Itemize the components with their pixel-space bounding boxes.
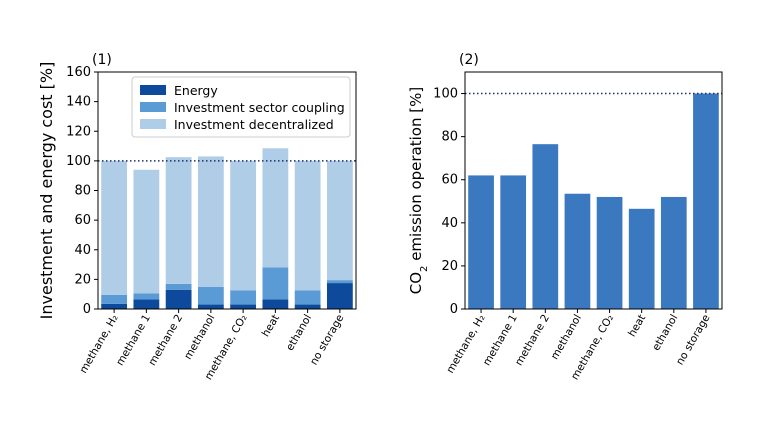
x-tick-label: methane, H₂	[444, 313, 487, 376]
bar-7	[660, 196, 687, 309]
bar-3-8	[326, 160, 353, 281]
x-tick-label: heat	[260, 313, 282, 340]
bar-2-4	[197, 286, 224, 305]
bar-2-7	[294, 290, 321, 305]
bar-1-4	[197, 304, 224, 309]
x-tick-label: no storage	[308, 313, 347, 368]
bar-1-8	[326, 283, 353, 309]
bar-5	[596, 196, 623, 309]
x-tick-label: methanol	[182, 313, 217, 362]
y-tick-label: 20	[441, 259, 458, 274]
bar-1-3	[165, 289, 192, 309]
panel-label: (1)	[92, 52, 112, 68]
x-tick-label: methane, H₂	[77, 313, 120, 376]
x-tick-label: ethanol	[284, 313, 314, 353]
legend-label: Investment sector coupling	[174, 100, 345, 115]
bar-1-7	[294, 304, 321, 309]
chart-panel-1: 0 20 40 60 80 100 120 140 160 methane, H₂ methane …	[37, 52, 357, 382]
bar-2-5	[230, 290, 257, 305]
bar-4	[564, 193, 591, 309]
bar-8	[693, 93, 719, 309]
x-tick-label: methanol	[549, 313, 584, 362]
bar-3-5	[230, 160, 257, 291]
bar-3	[532, 144, 559, 309]
y-tick-label: 160	[66, 65, 91, 80]
legend-label: Energy	[174, 83, 218, 98]
y-tick-label: 40	[74, 243, 91, 258]
y-axis-label-sub: 2	[419, 266, 430, 272]
bar-2-6	[262, 267, 289, 300]
legend-swatch	[140, 102, 166, 112]
y-tick-label: 80	[441, 130, 458, 145]
y-tick-label: 100	[66, 154, 91, 169]
bar-1-2	[133, 299, 160, 309]
x-tick-label: methane 2	[146, 313, 185, 368]
y-axis-label-main: CO	[407, 272, 425, 294]
bar-3-1	[101, 160, 128, 295]
legend: Energy Investment sector coupling Investme…	[131, 76, 351, 138]
bar-2-1	[101, 294, 128, 304]
y-axis-label: Investment and energy cost [%]	[37, 62, 56, 320]
y-tick-label: 100	[433, 87, 458, 102]
axes-frame	[464, 71, 723, 310]
y-tick-label: 0	[450, 302, 458, 317]
legend-box	[131, 76, 351, 138]
legend-swatch	[140, 119, 166, 129]
x-tick-label: ethanol	[650, 313, 680, 353]
bar-2-2	[133, 293, 160, 300]
y-tick-label: 0	[83, 302, 91, 317]
bar-1-5	[230, 304, 257, 309]
x-tick-label: no storage	[674, 313, 713, 368]
x-tick-label: heat	[626, 313, 648, 340]
y-tick-label: 60	[74, 213, 91, 228]
y-tick-label: 60	[441, 173, 458, 188]
bar-3-6	[262, 148, 289, 268]
bar-2-3	[165, 283, 192, 290]
y-axis-label-rest: emission operation [%]	[407, 87, 425, 266]
panel-label: (2)	[459, 52, 479, 68]
bar-1-6	[262, 299, 289, 309]
y-tick-label: 80	[74, 184, 91, 199]
y-axis-label: CO2 emission operation [%]	[407, 87, 430, 294]
legend-swatch	[140, 85, 166, 95]
bar-6	[628, 208, 655, 309]
bar-1	[468, 175, 494, 309]
x-tick-label: methane 2	[513, 313, 552, 368]
bar-3-2	[133, 169, 160, 294]
y-tick-label: 20	[74, 272, 91, 287]
bar-3-4	[197, 156, 224, 287]
bar-1-1	[101, 303, 128, 309]
legend-label: Investment decentralized	[174, 117, 334, 132]
y-tick-label: 120	[66, 124, 91, 139]
bar-3-7	[294, 160, 321, 291]
y-tick-label: 40	[441, 216, 458, 231]
y-tick-label: 140	[66, 95, 91, 110]
bar-2	[500, 175, 527, 309]
bar-3-3	[165, 157, 192, 284]
bar-2-8	[326, 280, 353, 284]
